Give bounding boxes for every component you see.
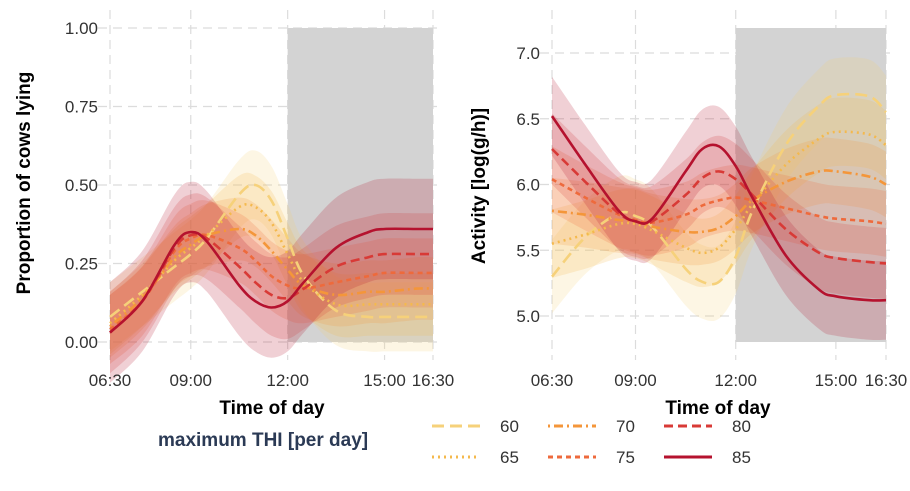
x-ticks-activity: 06:30 09:00 12:00 15:00 16:30 <box>531 371 908 390</box>
band-85 <box>110 178 433 383</box>
x-tick-label: 06:30 <box>531 371 574 390</box>
x-ticks-lying: 06:30 09:00 12:00 15:00 16:30 <box>89 371 455 390</box>
band-75 <box>110 200 433 364</box>
series-line-85 <box>109 227 433 334</box>
band-60 <box>110 150 433 352</box>
series-line-75 <box>109 233 433 331</box>
legend-label-80: 80 <box>732 417 751 436</box>
x-tick-label: 09:00 <box>614 371 657 390</box>
legend-title: maximum THI [per day] <box>158 430 368 451</box>
x-axis-title-activity: Time of day <box>665 398 771 419</box>
x-tick-label: 15:00 <box>815 371 858 390</box>
y-axis-title-lying: Proportion of cows lying <box>14 72 35 295</box>
shaded-period <box>735 28 886 342</box>
legend-items: 60 65 70 75 80 85 <box>432 417 751 467</box>
series-line-70 <box>109 227 434 328</box>
y-tick-label: 0.75 <box>65 98 98 117</box>
y-tick-label: 0.25 <box>65 255 98 274</box>
x-axis-title-lying: Time of day <box>219 398 325 419</box>
series-lines-activity <box>550 92 887 302</box>
panel-lying: 0.00 0.25 0.50 0.75 1.00 06:30 09:00 12:00 15:0… <box>14 10 454 419</box>
series-line-80 <box>109 232 433 334</box>
y-tick-label: 5.5 <box>516 241 540 260</box>
band-65 <box>110 172 433 355</box>
y-tick-label: 0.50 <box>65 176 98 195</box>
x-tick-label: 16:30 <box>865 371 908 390</box>
panel-activity: 5.0 5.5 6.0 6.5 7.0 06:30 09:00 12:00 15:00 16:3… <box>469 10 907 419</box>
legend: maximum THI [per day] 60 65 70 75 80 85 <box>158 417 751 467</box>
x-tick-label: 12:00 <box>266 371 309 390</box>
grid-activity <box>540 10 890 360</box>
x-tick-label: 15:00 <box>363 371 406 390</box>
legend-label-70: 70 <box>616 417 635 436</box>
legend-label-65: 65 <box>500 448 519 467</box>
y-axis-title-activity: Activity [log(g/h)] <box>469 108 490 264</box>
legend-label-60: 60 <box>500 417 519 436</box>
legend-label-85: 85 <box>732 448 751 467</box>
x-tick-label: 06:30 <box>89 371 132 390</box>
series-line-60 <box>551 92 887 286</box>
series-lines-lying <box>109 183 434 334</box>
y-ticks-lying: 0.00 0.25 0.50 0.75 1.00 <box>65 19 98 352</box>
x-tick-label: 12:00 <box>714 371 757 390</box>
x-tick-label: 16:30 <box>412 371 455 390</box>
y-tick-label: 0.00 <box>65 333 98 352</box>
y-tick-label: 1.00 <box>65 19 98 38</box>
y-tick-label: 5.0 <box>516 307 540 326</box>
series-line-60 <box>109 183 433 319</box>
y-tick-label: 6.5 <box>516 110 540 129</box>
band-65 <box>552 97 886 288</box>
series-line-85 <box>550 115 887 302</box>
legend-label-75: 75 <box>616 448 635 467</box>
y-ticks-activity: 5.0 5.5 6.0 6.5 7.0 <box>516 44 540 326</box>
band-80 <box>552 113 886 299</box>
y-tick-label: 7.0 <box>516 44 540 63</box>
y-tick-label: 6.0 <box>516 176 540 195</box>
x-tick-label: 09:00 <box>169 371 212 390</box>
series-line-70 <box>551 169 887 234</box>
